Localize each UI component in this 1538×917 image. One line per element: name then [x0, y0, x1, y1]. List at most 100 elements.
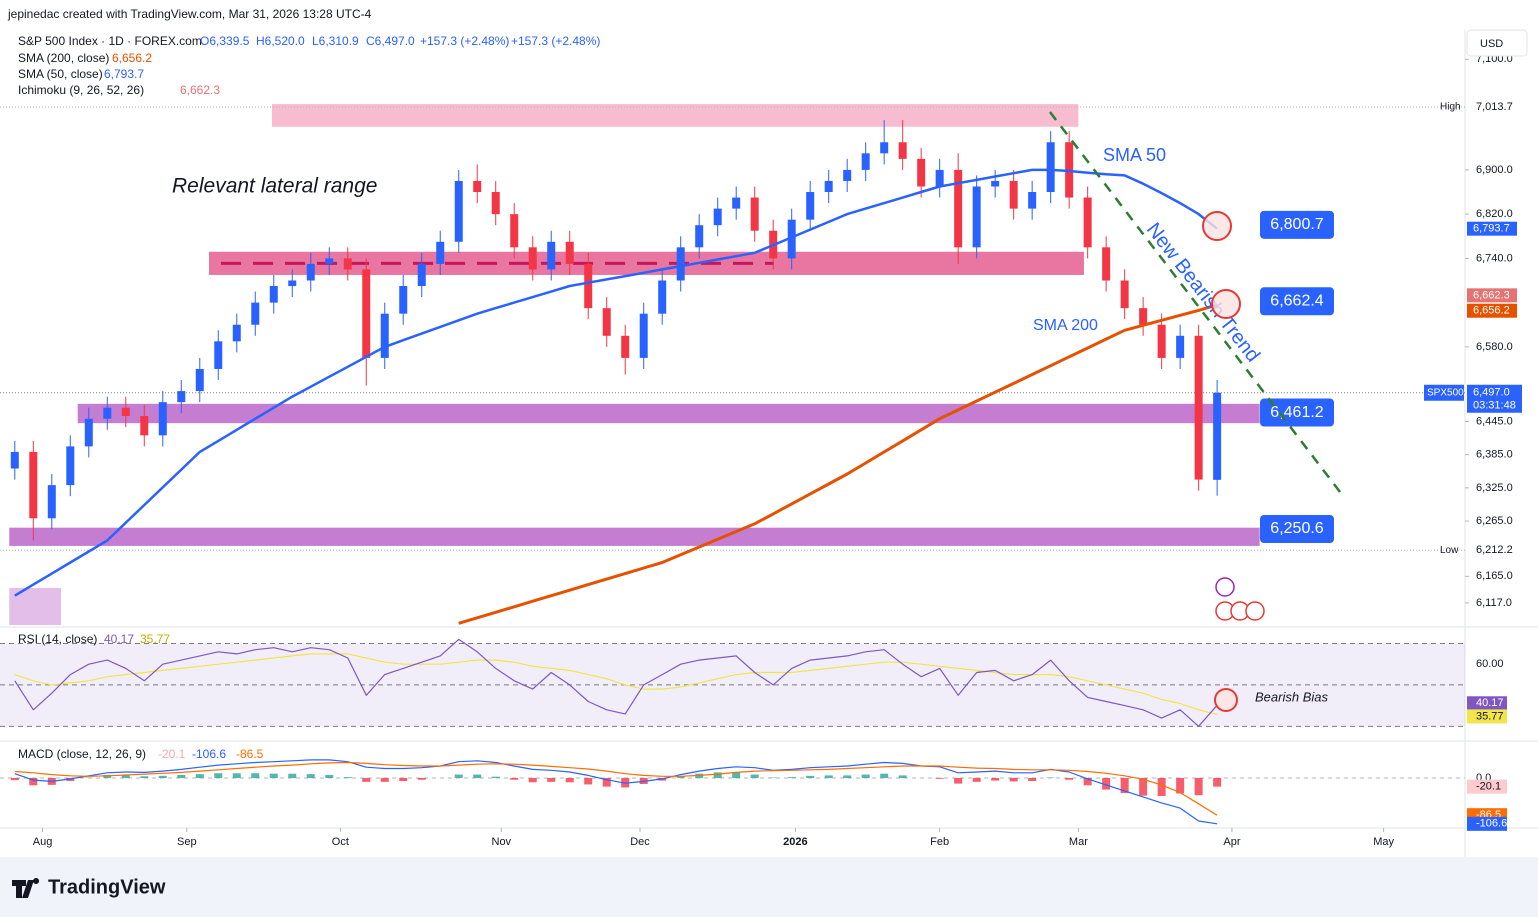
y-tick-label: 6,165.0: [1476, 570, 1513, 582]
indicator-name: SMA (200, close): [18, 51, 109, 65]
macd-histogram-bar: [824, 775, 833, 778]
macd-histogram-bar: [843, 775, 852, 778]
candle-body: [306, 263, 315, 281]
candle-body: [528, 247, 537, 270]
macd-histogram-bar: [750, 774, 759, 778]
candle-body: [898, 142, 907, 159]
macd-histogram-bar: [195, 774, 204, 778]
macd-histogram-bar: [898, 775, 907, 778]
highlight-circle: [1211, 289, 1241, 319]
y-tick-label: 6,385.0: [1476, 449, 1513, 461]
y-tick-label: 60.00: [1476, 658, 1504, 670]
y-tick-label: 6,740.0: [1476, 252, 1513, 264]
candle-body: [1194, 335, 1203, 480]
candle-body: [991, 180, 1000, 187]
marker-label: 6,212.2: [1476, 544, 1513, 556]
x-tick-label: Mar: [1069, 836, 1088, 848]
candle-body: [713, 208, 722, 226]
candle-body: [1046, 142, 1055, 193]
candle-body: [103, 407, 112, 419]
y-tick-label: 6,900.0: [1476, 164, 1513, 176]
macd-histogram-bar: [1176, 777, 1185, 794]
candle-body: [1028, 192, 1037, 209]
marker-tag: High: [1440, 102, 1461, 113]
event-icon[interactable]: [1245, 601, 1265, 621]
macd-histogram-bar: [473, 774, 482, 778]
macd-histogram-bar: [954, 777, 963, 784]
candle-body: [362, 269, 371, 358]
macd-histogram-bar: [565, 777, 574, 783]
price-badge: [1467, 303, 1517, 318]
y-tick-label: 7,100.0: [1476, 53, 1513, 65]
event-icon[interactable]: [1215, 577, 1235, 597]
ohlc-value: L6,310.9: [312, 34, 359, 48]
macd-histogram-bar: [454, 774, 463, 778]
candle-body: [10, 451, 19, 469]
macd-histogram-bar: [528, 777, 537, 783]
macd-histogram-bar: [343, 777, 352, 778]
macd-legend: MACD (close, 12, 26, 9): [18, 747, 146, 761]
last-price: 6,497.0: [1473, 387, 1510, 399]
logo: [12, 878, 40, 898]
candle-body: [436, 241, 445, 264]
x-tick-label: Aug: [33, 836, 53, 848]
macd-histogram-bar: [121, 774, 130, 778]
candle-body: [676, 247, 685, 281]
countdown: 03:31:48: [1473, 400, 1516, 412]
level-box: [1260, 515, 1334, 544]
macd-histogram-bar: [1120, 777, 1129, 794]
ohlc-value: C6,497.0: [366, 34, 415, 48]
x-tick-label: Nov: [492, 836, 512, 848]
macd-histogram-bar: [1102, 777, 1111, 790]
macd-histogram-bar: [584, 777, 593, 785]
x-tick-label: Apr: [1223, 836, 1240, 848]
candle-body: [1102, 247, 1111, 281]
macd-histogram-bar: [214, 773, 223, 778]
macd-histogram-bar: [787, 777, 796, 778]
candle-body: [1083, 197, 1092, 248]
macd-histogram-bar: [288, 773, 297, 778]
macd-histogram-bar: [417, 777, 426, 780]
ohlc-value: H6,520.0: [256, 34, 305, 48]
candle-body: [232, 324, 241, 342]
ohlc-value: +157.3 (+2.48%): [511, 34, 600, 48]
candle-body: [1157, 324, 1166, 358]
candle-body: [140, 415, 149, 436]
macd-legend-value: -106.6: [192, 747, 226, 761]
macd-histogram-bar: [140, 776, 149, 778]
candle-body: [565, 241, 574, 264]
candle-body: [935, 169, 944, 187]
macd-histogram-bar: [325, 774, 334, 778]
sma-line: [14, 168, 1218, 597]
trend-line: [1049, 111, 1341, 493]
macd-histogram-bar: [1194, 777, 1203, 796]
macd-histogram-bar: [972, 777, 981, 782]
y-tick-label: 6,325.0: [1476, 482, 1513, 494]
candle-body: [84, 418, 93, 447]
currency-box[interactable]: [1466, 29, 1528, 57]
candle-body: [121, 407, 130, 416]
x-tick-label: Feb: [930, 836, 949, 848]
candle-body: [917, 158, 926, 187]
candle-body: [1139, 308, 1148, 325]
candle-body: [547, 241, 556, 270]
level-box: [1260, 287, 1334, 316]
value-badge: [1467, 816, 1507, 831]
macd-histogram-bar: [1139, 777, 1148, 796]
rsi-legend-value: 35.77: [140, 632, 170, 646]
ohlc-value: O6,339.5: [200, 34, 250, 48]
highlight-circle: [1214, 688, 1238, 712]
macd-histogram-bar: [861, 774, 870, 778]
x-tick-label: Oct: [332, 836, 349, 848]
macd-histogram-bar: [1009, 777, 1018, 782]
highlight-circle: [1202, 211, 1232, 241]
candle-body: [621, 335, 630, 358]
candle-body: [399, 286, 408, 314]
x-tick-label: May: [1373, 836, 1394, 848]
macd-histogram-bar: [1157, 777, 1166, 797]
price-badge-label: 6,793.7: [1473, 223, 1510, 235]
candle-body: [750, 197, 759, 231]
candle-body: [1009, 180, 1018, 209]
candle-body: [1120, 280, 1129, 309]
